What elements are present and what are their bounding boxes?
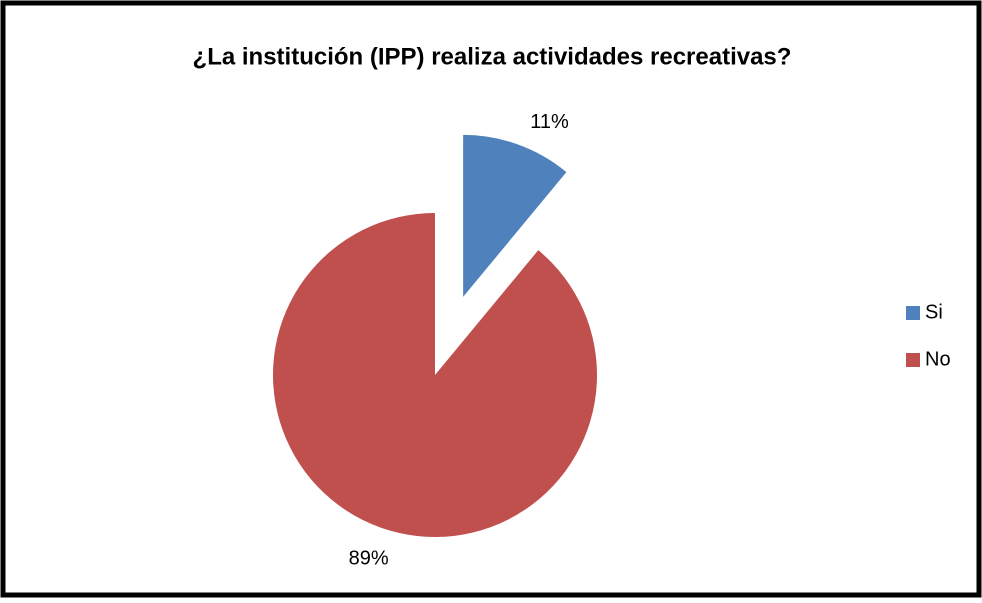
data-label: 89% [349, 548, 389, 570]
legend-label: Si [925, 301, 943, 323]
data-label: 11% [530, 111, 569, 133]
legend-swatch [906, 306, 920, 320]
chart-title: ¿La institución (IPP) realiza actividade… [193, 43, 792, 70]
pie-slice [273, 213, 597, 537]
pie-slice [463, 134, 567, 297]
legend-label: No [925, 348, 951, 370]
legend-swatch [906, 353, 920, 367]
